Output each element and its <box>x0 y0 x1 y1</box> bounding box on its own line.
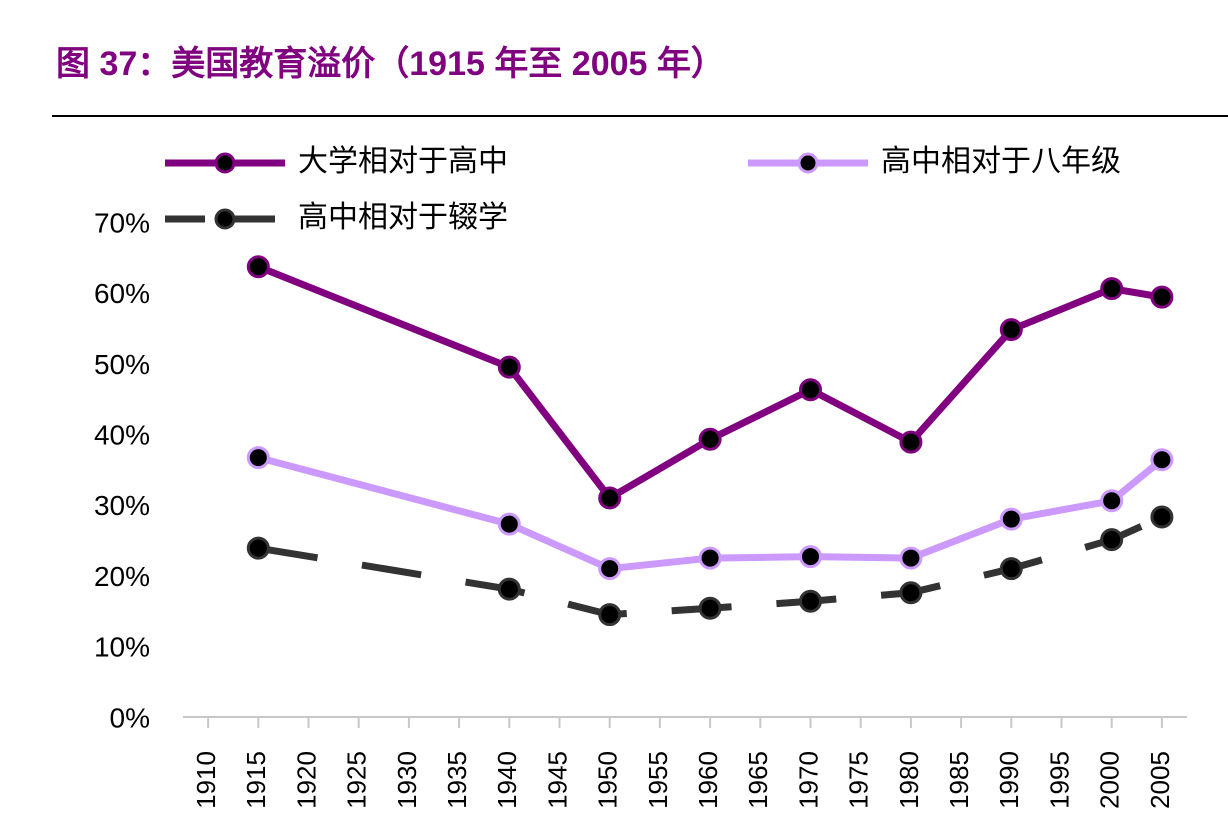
x-tick-label: 1950 <box>593 751 623 809</box>
data-point <box>246 446 270 470</box>
x-tick-label: 1965 <box>743 751 773 809</box>
x-tick-label: 1990 <box>994 751 1024 809</box>
legend-marker <box>214 152 236 174</box>
x-tick-label: 1970 <box>793 751 823 809</box>
data-point <box>1100 277 1124 301</box>
y-tick-label: 40% <box>94 420 150 451</box>
x-tick-label: 1985 <box>944 751 974 809</box>
y-tick-label: 0% <box>110 702 150 733</box>
y-tick-label: 10% <box>94 632 150 663</box>
y-tick-label: 50% <box>94 349 150 380</box>
legend-label: 大学相对于高中 <box>298 145 508 178</box>
data-point <box>698 596 722 620</box>
x-tick-label: 1940 <box>492 751 522 809</box>
data-point <box>999 557 1023 581</box>
y-tick-label: 20% <box>94 561 150 592</box>
data-point <box>598 486 622 510</box>
x-tick-label: 1955 <box>643 751 673 809</box>
x-tick-label: 1910 <box>191 751 221 809</box>
chart-title: 图 37：美国教育溢价（1915 年至 2005 年） <box>56 44 725 83</box>
series-line <box>256 263 1163 502</box>
x-tick-label: 1925 <box>342 751 372 809</box>
x-tick-label: 1935 <box>442 751 472 809</box>
data-point <box>999 507 1023 531</box>
x-tick-label: 1920 <box>291 751 321 809</box>
legend-marker <box>797 152 819 174</box>
data-point <box>497 355 521 379</box>
y-tick-label: 70% <box>94 207 150 238</box>
x-tick-label: 1915 <box>241 751 271 809</box>
legend-label: 高中相对于八年级 <box>881 145 1121 178</box>
y-tick-label: 60% <box>94 278 150 309</box>
x-tick-label: 2005 <box>1145 751 1175 809</box>
data-point <box>1100 528 1124 552</box>
data-point <box>1150 448 1174 472</box>
x-tick-label: 1980 <box>894 751 924 809</box>
x-tick-label: 2000 <box>1095 751 1125 809</box>
legend-label: 高中相对于辍学 <box>298 201 508 234</box>
data-point <box>1150 505 1174 529</box>
x-tick-label: 1945 <box>542 751 572 809</box>
data-point <box>899 430 923 454</box>
data-point <box>497 577 521 601</box>
x-tick-label: 1995 <box>1044 751 1074 809</box>
data-point <box>799 589 822 613</box>
data-point <box>698 427 722 451</box>
x-tick-label: 1930 <box>392 751 422 809</box>
legend-marker <box>214 208 236 230</box>
data-point <box>799 378 822 402</box>
data-point <box>799 545 822 569</box>
x-tick-label: 1975 <box>844 751 874 809</box>
y-tick-label: 30% <box>94 490 150 521</box>
data-point <box>246 255 270 279</box>
x-tick-label: 1960 <box>693 751 723 809</box>
data-point <box>246 536 270 560</box>
data-point <box>899 581 923 605</box>
data-point <box>698 546 722 570</box>
data-point <box>899 546 923 570</box>
data-point <box>1100 489 1124 513</box>
data-point <box>1150 285 1174 309</box>
data-point <box>999 318 1023 342</box>
data-point <box>497 512 521 536</box>
data-point <box>598 603 622 627</box>
data-point <box>598 557 622 581</box>
